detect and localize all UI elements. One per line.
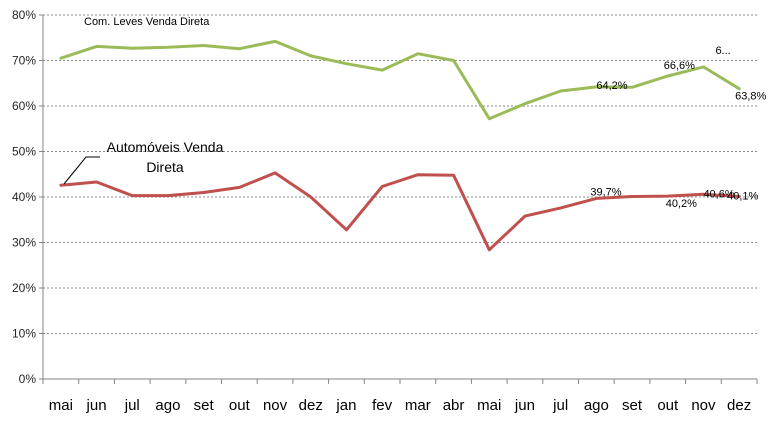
data-point [452,59,455,62]
data-point [202,191,205,194]
data-label: 40,6% [703,188,734,200]
series-name-com-leves: Com. Leves Venda Direta [84,16,210,28]
x-tick-label: set [194,397,215,414]
data-point [452,173,455,177]
x-tick-label: abr [443,397,465,414]
y-tick-label: 30% [12,236,36,250]
data-point [345,62,348,65]
data-label: 6... [715,45,730,57]
data-point [559,206,562,210]
data-point [238,186,241,189]
axes [39,14,758,384]
data-point [95,180,98,184]
data-point [595,85,598,89]
y-tick-label: 50% [12,145,36,159]
x-tick-label: ago [584,397,609,414]
data-point [523,102,527,105]
data-point [166,46,170,49]
x-tick-label: mar [405,397,431,414]
data-label: 66,6% [664,60,695,72]
data-point [95,45,98,48]
x-tick-label: jul [552,397,568,414]
series-name-automoveis-leader [63,156,100,185]
x-tick-label: ago [155,397,180,414]
x-tick-label: fev [372,397,393,414]
data-label: 64,2% [596,80,627,92]
x-tick-label: jul [124,397,140,414]
data-labels: 64,2% 66,6% 6... 63,8% 39,7% 40,2% 40,6%40,1% [590,45,766,210]
data-point [630,86,634,89]
x-tick-label: dez [299,397,323,414]
x-tick-label: nov [691,397,716,414]
data-point [309,195,312,199]
data-point [273,171,277,175]
data-point [702,193,705,196]
data-point [666,74,669,78]
data-label: 40,1% [727,191,758,203]
x-axis-ticks: mai jun jul ago set out nov dez jan fev mar abr mai j… [49,397,751,414]
data-point [273,40,277,43]
data-point [702,65,705,69]
data-point [345,228,348,231]
series-lines [59,39,741,252]
y-tick-label: 40% [12,190,36,204]
series-name-labels: Com. Leves Venda Direta Automóveis Venda… [63,16,224,185]
y-tick-label: 10% [12,327,36,341]
x-tick-label: dez [727,397,751,414]
x-tick-label: set [622,397,643,414]
x-tick-label: jan [335,397,356,414]
y-tick-label: 70% [12,54,36,68]
data-point [131,194,134,197]
data-point [238,47,241,50]
data-label: 39,7% [590,186,621,198]
data-point [166,194,170,197]
data-point [131,47,134,50]
data-point [59,57,63,60]
series-name-automoveis: Automóveis Venda Direta [107,139,224,175]
data-label: 40,2% [666,198,697,210]
data-point [666,194,669,198]
data-point [737,195,741,198]
data-point [416,52,420,55]
x-tick-label: mai [49,397,73,414]
data-point [488,117,491,120]
data-point [630,195,634,198]
y-axis-ticks: 0% 10% 20% 30% 40% 50% 60% 70% 80% [12,8,36,386]
x-tick-label: out [229,397,251,414]
data-point [559,89,562,93]
y-tick-label: 80% [12,8,36,22]
y-tick-label: 60% [12,99,36,113]
data-point [416,173,420,176]
series-line-0 [59,39,741,121]
x-tick-label: mai [477,397,501,414]
data-point [380,185,384,188]
data-point [59,183,63,187]
y-tick-label: 20% [12,281,36,295]
x-tick-label: nov [263,397,288,414]
y-tick-label: 0% [19,372,37,386]
x-tick-label: jun [514,397,535,414]
data-point [523,214,527,218]
x-tick-label: out [657,397,679,414]
data-point [309,54,312,58]
data-point [380,68,384,72]
data-point [488,248,491,251]
data-label: 63,8% [735,91,766,103]
data-point [595,197,598,200]
data-point [202,44,205,47]
x-tick-label: jun [86,397,107,414]
series-line-1 [59,171,741,252]
data-point [737,87,741,90]
